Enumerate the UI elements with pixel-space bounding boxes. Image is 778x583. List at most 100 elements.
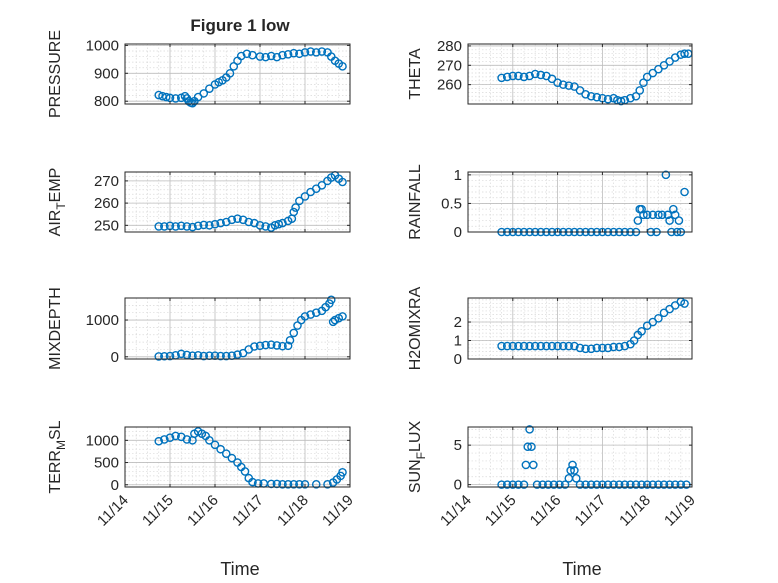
- data-point: [238, 215, 248, 225]
- data-point: [248, 477, 257, 487]
- data-point: [586, 91, 596, 101]
- y-tick-label: 1000: [86, 37, 119, 54]
- data-point: [637, 326, 646, 336]
- data-point: [536, 341, 546, 351]
- data-point: [160, 435, 169, 444]
- y-tick-label: 0: [111, 349, 119, 366]
- data-point: [542, 341, 551, 351]
- data-point: [669, 204, 678, 214]
- data-point: [654, 210, 663, 220]
- data-point: [205, 221, 214, 230]
- data-point: [266, 340, 276, 349]
- data-point: [570, 341, 579, 351]
- data-point: [199, 220, 209, 230]
- data-point: [221, 217, 231, 227]
- data-point: [637, 204, 646, 214]
- data-point: [227, 453, 237, 463]
- data-point: [560, 480, 570, 489]
- y-axis-label: SUNFLUX: [407, 421, 428, 494]
- y-tick-label: 0: [454, 477, 462, 494]
- data-point: [300, 48, 310, 57]
- data-point: [642, 72, 652, 82]
- data-point: [609, 342, 618, 352]
- data-point: [278, 480, 287, 489]
- data-point: [291, 203, 300, 212]
- data-point: [603, 343, 613, 353]
- data-point: [171, 94, 180, 103]
- data-point: [553, 78, 562, 88]
- y-tick-label: 800: [94, 93, 119, 110]
- y-tick-label: 260: [437, 77, 462, 94]
- data-point: [323, 480, 332, 489]
- data-point: [626, 480, 635, 489]
- data-point: [661, 170, 671, 180]
- data-point: [161, 92, 171, 102]
- axes-box: [124, 426, 351, 488]
- data-point: [289, 48, 299, 58]
- y-tick-label: 0: [111, 477, 119, 494]
- axes-box: [124, 297, 351, 360]
- data-point: [530, 69, 540, 79]
- y-axis-label: PRESSURE: [47, 30, 64, 118]
- data-point: [233, 214, 242, 223]
- data-point: [598, 343, 607, 353]
- data-point: [674, 216, 684, 225]
- data-point: [665, 480, 674, 489]
- y-tick-label: 1: [454, 333, 462, 350]
- data-point: [278, 341, 287, 351]
- data-point: [326, 295, 336, 305]
- data-point: [261, 222, 270, 231]
- data-point: [558, 80, 568, 89]
- data-point: [317, 47, 327, 56]
- data-point: [306, 310, 315, 319]
- data-point: [536, 70, 546, 80]
- data-point: [642, 480, 652, 489]
- data-point: [676, 480, 686, 489]
- axes-box: [124, 171, 351, 233]
- data-point: [527, 442, 536, 452]
- data-point: [633, 216, 643, 225]
- y-axis-label: TERRMSL: [47, 420, 68, 493]
- data-point: [317, 181, 327, 190]
- data-point: [338, 177, 347, 187]
- data-point: [240, 467, 250, 476]
- subplot-air_temp: 250 260 270 AIRTEMP: [47, 168, 351, 237]
- data-point: [519, 72, 529, 82]
- data-point: [616, 96, 626, 106]
- data-point: [558, 341, 568, 351]
- data-point: [210, 219, 220, 229]
- data-point: [570, 82, 579, 91]
- data-point: [592, 343, 602, 353]
- data-point: [266, 51, 276, 61]
- data-point: [654, 64, 663, 74]
- y-tick-label: 260: [94, 195, 119, 212]
- data-point: [564, 341, 574, 351]
- data-point: [648, 210, 658, 220]
- data-point: [283, 480, 293, 489]
- data-point: [659, 60, 669, 70]
- data-point: [586, 344, 596, 354]
- data-point: [547, 74, 557, 84]
- data-point: [581, 344, 590, 354]
- data-point: [242, 49, 252, 59]
- data-point: [171, 222, 180, 231]
- data-point: [295, 196, 304, 206]
- y-axis-label: AIRTEMP: [47, 168, 68, 237]
- data-point: [289, 328, 299, 338]
- data-point: [165, 351, 175, 361]
- subplot-theta: 260 270 280 THETA: [407, 38, 693, 106]
- axes-background: [468, 172, 692, 232]
- data-point: [300, 312, 310, 321]
- data-point: [635, 86, 645, 95]
- data-point: [592, 92, 602, 102]
- axes-box: [124, 43, 351, 105]
- data-point: [519, 480, 529, 489]
- data-point: [575, 343, 585, 353]
- data-point: [274, 219, 284, 229]
- data-point: [497, 73, 506, 83]
- data-point: [176, 221, 186, 231]
- data-point: [199, 89, 209, 98]
- data-point: [609, 480, 618, 489]
- data-point: [188, 222, 197, 232]
